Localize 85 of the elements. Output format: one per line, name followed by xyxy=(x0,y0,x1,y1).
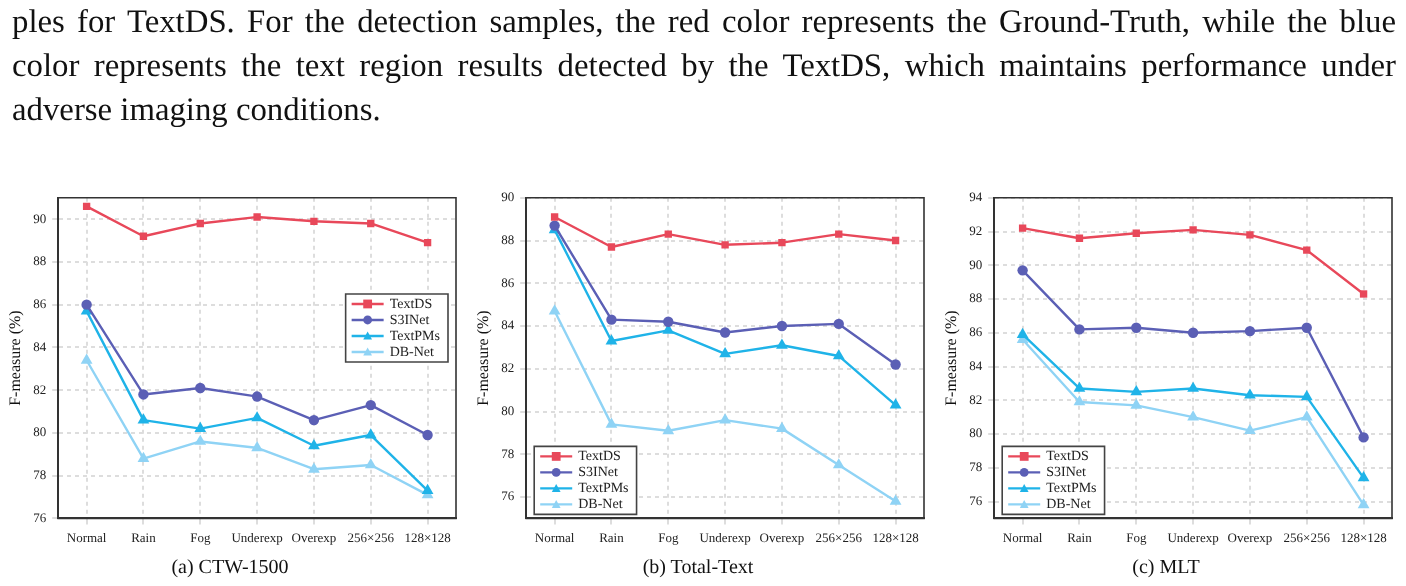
point xyxy=(719,327,731,338)
point xyxy=(139,232,148,240)
point xyxy=(1017,265,1028,276)
point xyxy=(1187,410,1199,421)
point xyxy=(195,382,206,394)
point xyxy=(776,320,788,332)
point xyxy=(719,413,731,424)
point xyxy=(365,399,376,411)
point xyxy=(1357,471,1370,482)
point xyxy=(721,241,729,249)
point xyxy=(835,230,843,238)
point xyxy=(251,441,263,452)
point xyxy=(422,429,433,441)
text: ples for TextDS. For the detection samples, the red color represents the Ground-Truth, while the blue color represents the text region results detected by the TextDS, which maintains performance under adverse imaging conditions. xyxy=(12,0,1396,132)
point xyxy=(832,458,845,469)
point xyxy=(1075,234,1084,242)
point xyxy=(138,389,149,400)
point xyxy=(1357,498,1370,509)
y-axis-title: F-measure (%) xyxy=(941,309,960,406)
point xyxy=(364,458,377,469)
point xyxy=(889,398,902,409)
point xyxy=(1359,290,1368,298)
text: (c) MLT xyxy=(1132,557,1200,580)
point xyxy=(1130,398,1143,409)
point xyxy=(1246,231,1254,239)
point xyxy=(606,314,617,325)
point xyxy=(1132,229,1140,237)
point xyxy=(605,334,618,345)
point xyxy=(1187,327,1199,338)
point xyxy=(832,349,845,360)
point xyxy=(81,299,92,310)
y-axis-title: F-measure (%) xyxy=(473,309,492,406)
point xyxy=(1300,410,1313,421)
point xyxy=(833,318,844,330)
point xyxy=(137,413,150,424)
point xyxy=(194,421,207,433)
point xyxy=(253,213,261,221)
point xyxy=(137,451,150,462)
point xyxy=(1074,324,1085,335)
point xyxy=(1018,224,1027,232)
text: (b) Total-Text xyxy=(642,557,754,580)
point xyxy=(1073,381,1086,392)
point xyxy=(1130,385,1143,396)
point xyxy=(1187,381,1199,392)
point xyxy=(776,421,788,433)
point xyxy=(664,230,672,238)
point xyxy=(1073,395,1086,406)
text: (a) CTW-1500 xyxy=(171,557,289,580)
point xyxy=(607,243,616,251)
point xyxy=(367,219,375,228)
point xyxy=(1303,246,1311,254)
point xyxy=(308,462,320,473)
point xyxy=(1301,322,1312,333)
point xyxy=(308,414,320,426)
point xyxy=(1131,322,1142,333)
point xyxy=(605,417,618,428)
point xyxy=(194,434,207,445)
point xyxy=(1300,390,1313,401)
point xyxy=(776,338,788,349)
point xyxy=(310,217,318,225)
point xyxy=(719,347,731,358)
point xyxy=(1016,327,1029,338)
point xyxy=(1244,388,1256,399)
point xyxy=(364,428,377,439)
y-axis-title: F-measure (%) xyxy=(5,309,24,406)
point xyxy=(889,494,902,505)
point xyxy=(196,219,204,228)
point xyxy=(663,316,674,327)
point xyxy=(251,391,263,402)
point xyxy=(1358,432,1369,443)
point xyxy=(308,438,320,450)
point xyxy=(548,304,561,315)
point xyxy=(550,213,559,221)
point xyxy=(80,353,93,364)
point xyxy=(1244,325,1256,337)
point xyxy=(251,411,263,422)
point xyxy=(1189,226,1197,234)
point xyxy=(421,483,434,495)
point xyxy=(891,236,900,245)
point xyxy=(82,202,91,211)
point xyxy=(890,359,901,370)
point xyxy=(423,239,432,247)
point xyxy=(778,239,786,247)
point xyxy=(1244,423,1256,435)
point xyxy=(662,423,675,435)
